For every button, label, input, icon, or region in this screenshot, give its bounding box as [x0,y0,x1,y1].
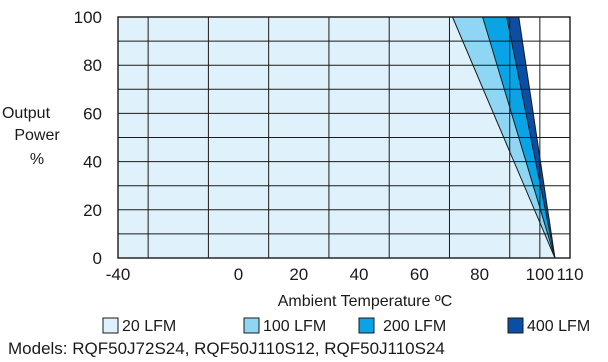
x-tick-label: 80 [470,265,489,284]
legend-label-20-lfm: 20 LFM [122,318,176,335]
y-axis-title-line-3: % [30,151,44,168]
legend-label-100-lfm: 100 LFM [263,318,326,335]
legend-swatch-20-lfm [102,317,119,334]
plot-border [117,16,571,259]
legend-label-200-lfm: 200 LFM [383,318,446,335]
legend-swatch-400-lfm [507,317,524,334]
x-axis-title: Ambient Temperature ºC [278,293,453,310]
x-tick-label: 40 [350,265,369,284]
legend: 20 LFM 100 LFM 200 LFM 400 LFM [102,317,590,335]
models-caption: Models: RQF50J72S24, RQF50J110S12, RQF50… [8,339,445,358]
x-tick-label: 110 [556,265,583,284]
y-tick-label: 40 [83,153,102,172]
x-tick-label: 100 [526,265,554,284]
x-tick-label: 0 [234,265,243,284]
grid [118,17,570,258]
y-tick-label: 20 [83,201,102,220]
y-tick-label: 80 [83,56,102,75]
y-tick-label: 100 [74,8,102,27]
x-tick-label: 60 [410,265,429,284]
y-tick-label: 60 [83,104,102,123]
plot-frame [117,16,571,259]
legend-label-400-lfm: 400 LFM [527,318,590,335]
x-tick-label: 20 [289,265,308,284]
y-axis-title-line-2: Power [14,127,60,144]
y-tick-label: 0 [93,249,102,268]
legend-swatch-100-lfm [243,317,260,334]
legend-swatch-200-lfm [358,317,375,334]
x-tick-label: -40 [106,265,131,284]
y-axis-title-line-1: Output [2,105,51,122]
